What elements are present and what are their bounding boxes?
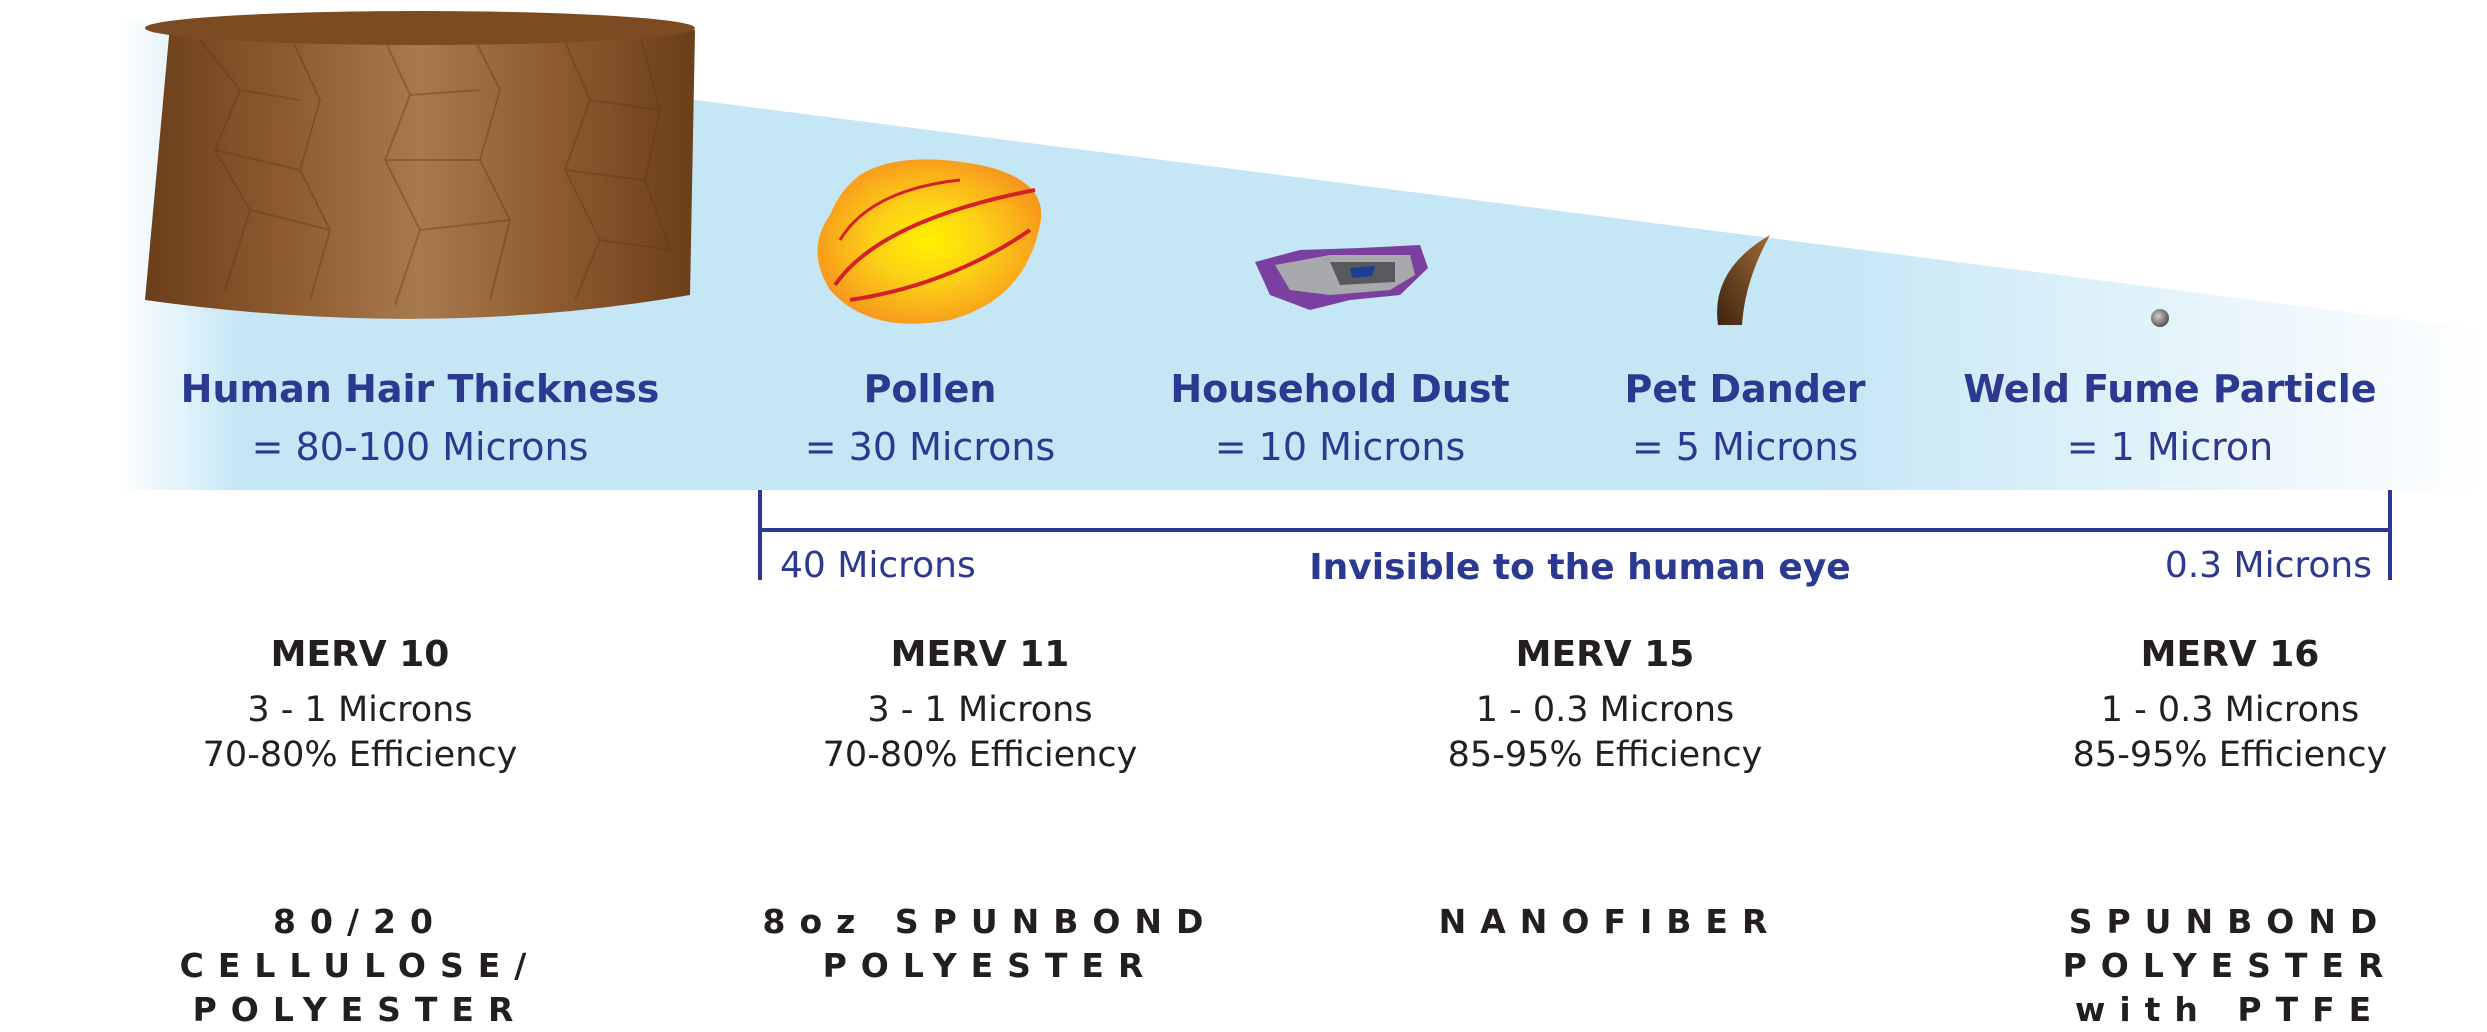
efficiency: 85-95% Efficiency (2072, 735, 2388, 775)
media-line: 80/20 (273, 902, 447, 941)
particle-size: = 10 Microns (1214, 425, 1466, 469)
particle-label-dust: Household Dust = 10 Microns (1140, 370, 1540, 466)
filter-merv11: MERV 11 3 - 1 Microns 70-80% Efficiency (780, 637, 1180, 773)
particle-size: = 1 Micron (2066, 425, 2274, 469)
particle-label-hair: Human Hair Thickness = 80-100 Microns (140, 370, 700, 466)
visibility-scale-bracket (758, 490, 2392, 580)
media-merv15: NANOFIBER (1360, 900, 1860, 944)
media-line: NANOFIBER (1438, 902, 1782, 941)
scale-right-label: 0.3 Microns (2164, 545, 2372, 586)
particle-size: = 5 Microns (1631, 425, 1859, 469)
particle-size: = 80-100 Microns (251, 425, 589, 469)
media-line: SPUNBOND (2068, 902, 2392, 941)
efficiency: 85-95% Efficiency (1447, 735, 1763, 775)
media-merv16: SPUNBOND POLYESTER with PTFE (1980, 900, 2480, 1032)
particle-name: Human Hair Thickness (180, 367, 660, 411)
particle-name: Pet Dander (1624, 367, 1866, 411)
media-line: CELLULOSE/ (179, 946, 541, 985)
micron-range: 1 - 0.3 Microns (1475, 690, 1735, 730)
hair-strand-icon (145, 11, 695, 319)
efficiency: 70-80% Efficiency (822, 735, 1138, 775)
scale-center-label: Invisible to the human eye (1309, 547, 1851, 588)
media-line: 8oz SPUNBOND (762, 902, 1218, 941)
merv-rating: MERV 16 (2140, 634, 2320, 675)
scale-left-label: 40 Microns (780, 545, 976, 586)
merv-rating: MERV 15 (1515, 634, 1695, 675)
particle-label-pollen: Pollen = 30 Microns (740, 370, 1120, 466)
pollen-icon (817, 159, 1042, 324)
merv-rating: MERV 11 (890, 634, 1070, 675)
particle-size: = 30 Microns (804, 425, 1056, 469)
micron-range: 3 - 1 Microns (247, 690, 473, 730)
media-merv10: 80/20 CELLULOSE/ POLYESTER (110, 900, 610, 1032)
media-line: POLYESTER (192, 990, 528, 1029)
micron-range: 3 - 1 Microns (867, 690, 1093, 730)
media-line: with PTFE (2074, 990, 2386, 1029)
particle-label-weld: Weld Fume Particle = 1 Micron (1940, 370, 2400, 466)
filter-merv10: MERV 10 3 - 1 Microns 70-80% Efficiency (160, 637, 560, 773)
filter-merv15: MERV 15 1 - 0.3 Microns 85-95% Efficienc… (1405, 637, 1805, 773)
dust-icon (1255, 245, 1428, 310)
particle-name: Weld Fume Particle (1963, 367, 2377, 411)
efficiency: 70-80% Efficiency (202, 735, 518, 775)
media-merv11: 8oz SPUNBOND POLYESTER (720, 900, 1260, 988)
micron-range: 1 - 0.3 Microns (2100, 690, 2360, 730)
weld-fume-icon (2151, 309, 2169, 327)
particle-label-dander: Pet Dander = 5 Microns (1590, 370, 1900, 466)
dander-icon (1717, 235, 1770, 325)
particle-name: Household Dust (1170, 367, 1510, 411)
filter-merv16: MERV 16 1 - 0.3 Microns 85-95% Efficienc… (2030, 637, 2430, 773)
merv-rating: MERV 10 (270, 634, 450, 675)
media-line: POLYESTER (822, 946, 1158, 985)
media-line: POLYESTER (2062, 946, 2398, 985)
particle-name: Pollen (863, 367, 997, 411)
